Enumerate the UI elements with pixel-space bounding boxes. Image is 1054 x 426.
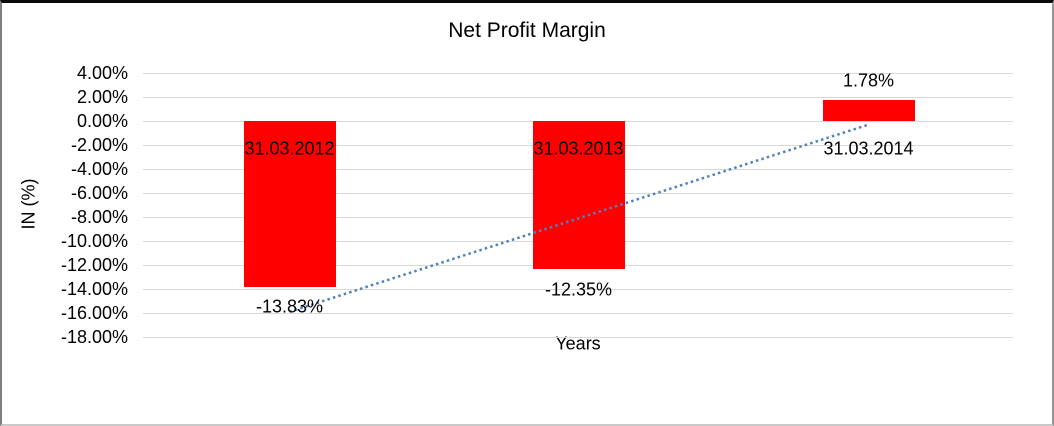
y-tick-label: -10.00% (60, 231, 128, 251)
category-label: 31.03.2014 (823, 138, 914, 159)
gridline (143, 73, 1013, 74)
y-tick-label: -18.00% (60, 327, 128, 347)
x-axis-title: Years (555, 333, 601, 354)
y-tick-label: -14.00% (60, 279, 128, 299)
category-label: 31.03.2012 (244, 138, 335, 159)
category-label: 31.03.2013 (533, 138, 624, 159)
value-label: -12.35% (544, 279, 613, 300)
gridline (143, 313, 1013, 314)
chart-title: Net Profit Margin (448, 19, 606, 42)
y-tick-label: -8.00% (70, 207, 128, 227)
trendline (289, 123, 869, 313)
value-label: 1.78% (842, 70, 895, 91)
y-tick-label: -2.00% (70, 135, 128, 155)
gridline (143, 337, 1013, 338)
y-tick-label: 4.00% (76, 63, 128, 83)
y-tick-label: -12.00% (60, 255, 128, 275)
gridline (143, 97, 1013, 98)
bar (822, 99, 915, 121)
y-tick-label: -6.00% (70, 183, 128, 203)
y-tick-label: -16.00% (60, 303, 128, 323)
y-tick-label: 2.00% (76, 87, 128, 107)
y-tick-label: -4.00% (70, 159, 128, 179)
value-label: -13.83% (255, 296, 324, 317)
y-tick-label: 0.00% (76, 111, 128, 131)
